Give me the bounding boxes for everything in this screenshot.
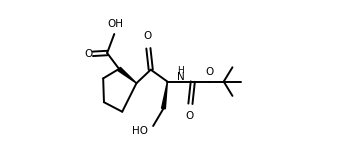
Polygon shape <box>162 82 167 109</box>
Text: O: O <box>206 67 214 77</box>
Text: N: N <box>177 72 185 82</box>
Text: O: O <box>84 49 93 59</box>
Text: H: H <box>177 66 184 75</box>
Text: OH: OH <box>107 19 123 29</box>
Text: HO: HO <box>132 126 148 136</box>
Polygon shape <box>118 67 137 83</box>
Text: O: O <box>143 31 152 41</box>
Text: O: O <box>186 111 194 121</box>
